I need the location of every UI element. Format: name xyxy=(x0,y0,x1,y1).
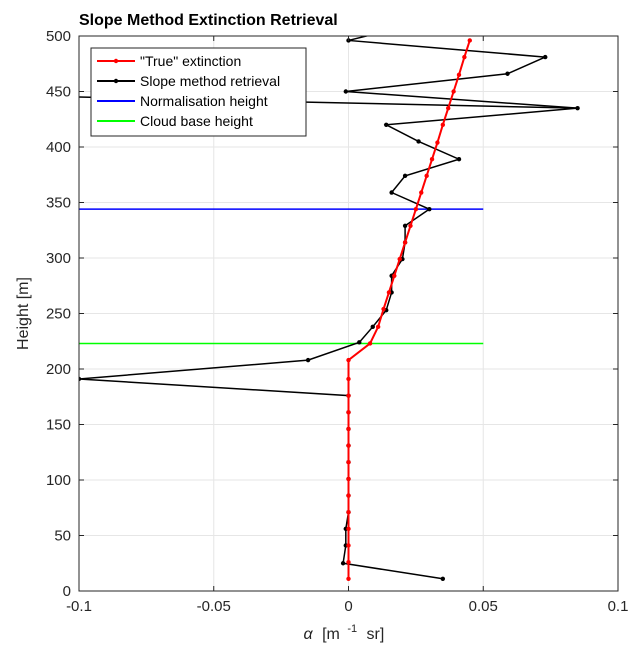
series-0-point xyxy=(346,393,351,398)
series-1-point xyxy=(79,376,82,382)
x-axis-label-unit-exp: -1 xyxy=(347,623,357,635)
series-0-point xyxy=(346,376,351,382)
series-1-point xyxy=(505,71,510,76)
series-0-point xyxy=(424,173,429,179)
series-0-point xyxy=(386,290,392,295)
series-0-point xyxy=(392,273,397,278)
series-1-point xyxy=(575,105,580,111)
y-axis-label: Height [m] xyxy=(15,277,32,350)
series-1-point xyxy=(384,122,389,128)
series-1-point xyxy=(340,561,346,566)
x-tick-label: 0.1 xyxy=(608,598,629,615)
x-tick-label: 0 xyxy=(344,598,352,615)
legend-marker xyxy=(113,78,119,84)
series-0-point xyxy=(429,157,435,162)
series-0-point xyxy=(435,140,440,145)
y-tick-label: 400 xyxy=(46,139,71,156)
y-tick-label: 250 xyxy=(46,306,71,323)
series-0-point xyxy=(346,509,351,515)
x-axis-label-unit-suffix: sr] xyxy=(367,626,385,643)
chart-title: Slope Method Extinction Retrieval xyxy=(79,12,338,29)
y-tick-label: 150 xyxy=(46,417,71,434)
legend-label: Cloud base height xyxy=(140,113,253,129)
series-0-point xyxy=(408,223,413,229)
y-tick-label: 300 xyxy=(46,250,71,267)
series-1-point xyxy=(427,206,432,212)
series-1-point xyxy=(456,157,462,162)
series-0-point xyxy=(375,324,381,330)
series-0-point xyxy=(397,256,402,262)
series-1-point xyxy=(305,357,311,363)
series-0-point xyxy=(467,38,472,43)
legend-label: Normalisation height xyxy=(140,93,268,109)
legend-marker xyxy=(113,58,119,64)
y-tick-label: 350 xyxy=(46,195,71,212)
series-1-point xyxy=(370,324,375,330)
series-0-point xyxy=(346,410,351,415)
y-tick-label: 50 xyxy=(54,528,71,545)
series-0-point xyxy=(456,72,462,78)
y-tick-label: 450 xyxy=(46,84,71,101)
series-0-point xyxy=(346,576,351,581)
series-1-point xyxy=(343,89,349,94)
series-0-point xyxy=(419,190,424,195)
x-tick-label: -0.1 xyxy=(66,598,92,615)
legend-label: Slope method retrieval xyxy=(140,73,280,89)
y-tick-label: 0 xyxy=(63,583,71,600)
axis-ticks: -0.1 -0.05 0 0.05 0.1 0 50 100 150 200 250 300 350 40… xyxy=(46,28,628,615)
series-0-point xyxy=(346,526,351,532)
series-0-point xyxy=(346,357,351,363)
series-1-point xyxy=(389,190,394,195)
series-0-point xyxy=(440,122,446,128)
series-0-point xyxy=(462,54,467,60)
series-0-point xyxy=(451,89,456,94)
series-0-point xyxy=(346,559,351,565)
y-tick-label: 500 xyxy=(46,28,71,45)
series-0-point xyxy=(367,341,373,346)
series-1-point xyxy=(543,54,548,60)
x-axis-label-unit-prefix: [m xyxy=(322,626,340,643)
x-axis-label: α [m -1 sr] xyxy=(304,619,385,643)
series-0-point xyxy=(346,460,351,465)
y-tick-label: 100 xyxy=(46,472,71,489)
series-0-point xyxy=(346,543,351,548)
series-0-point xyxy=(346,426,351,432)
legend: "True" extinction Slope method retrieval N… xyxy=(90,47,307,137)
series-1-point xyxy=(357,340,362,345)
series-1-point xyxy=(402,223,408,229)
series-0-point xyxy=(346,493,351,498)
series-0-point xyxy=(346,476,351,482)
x-tick-label: -0.05 xyxy=(197,598,231,615)
series-0-point xyxy=(413,206,419,212)
legend-label: "True" extinction xyxy=(140,53,241,69)
series-0-point xyxy=(446,105,451,111)
series-0-point xyxy=(346,443,351,448)
y-tick-label: 200 xyxy=(46,361,71,378)
x-tick-label: 0.05 xyxy=(469,598,498,615)
x-axis-label-symbol: α xyxy=(304,626,314,643)
series-1-point xyxy=(440,576,446,581)
series-0-point xyxy=(381,306,386,312)
series-1-point xyxy=(402,173,408,179)
series-1-point xyxy=(416,139,421,144)
series-0-point xyxy=(402,240,408,245)
